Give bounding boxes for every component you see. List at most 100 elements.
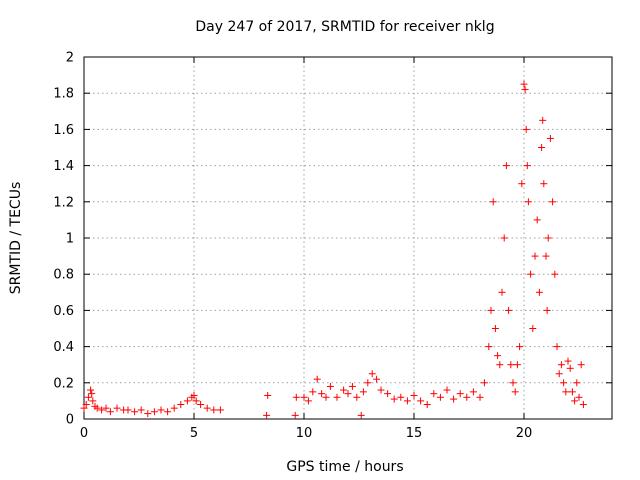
data-point: [560, 379, 568, 387]
data-point: [344, 390, 352, 398]
data-point: [566, 364, 574, 372]
data-point: [511, 388, 519, 396]
data-point: [523, 162, 531, 170]
data-point: [575, 393, 583, 401]
data-point: [102, 404, 110, 412]
data-point: [436, 393, 444, 401]
data-point: [291, 411, 299, 419]
data-point: [264, 391, 272, 399]
x-axis-ticks: 0 5 10 15 20: [80, 57, 532, 441]
data-point: [571, 397, 579, 405]
data-point: [489, 198, 497, 206]
y-tick-label: 0: [66, 413, 74, 428]
data-point: [423, 401, 431, 409]
data-point: [542, 252, 550, 260]
y-tick-label: 1: [66, 232, 74, 247]
data-point: [485, 343, 493, 351]
data-point: [529, 325, 537, 332]
plot-frame: [83, 56, 613, 420]
data-point: [505, 306, 513, 314]
data-point: [348, 382, 356, 390]
data-point: [450, 395, 458, 403]
data-point: [150, 408, 158, 416]
data-point: [144, 410, 152, 418]
data-point: [551, 270, 559, 278]
data-points: [80, 80, 587, 419]
data-point: [192, 397, 200, 405]
data-point: [216, 406, 224, 414]
data-point: [522, 125, 530, 133]
y-tick-label: 1.6: [53, 123, 74, 138]
data-point: [377, 386, 385, 394]
data-point: [521, 86, 529, 94]
data-point: [520, 80, 528, 88]
data-point: [487, 306, 495, 314]
data-point: [553, 343, 561, 351]
data-point: [543, 306, 551, 314]
data-point: [502, 162, 510, 170]
data-point: [397, 393, 405, 401]
data-point: [113, 404, 121, 412]
data-point: [555, 370, 563, 378]
x-tick-label: 5: [190, 426, 198, 441]
chart-title: Day 247 of 2017, SRMTID for receiver nkl…: [195, 19, 494, 35]
data-point: [498, 288, 506, 296]
y-axis-label: SRMTID / TECUs: [8, 182, 24, 295]
data-point: [540, 180, 548, 188]
data-point: [568, 388, 576, 396]
data-point: [509, 379, 517, 387]
data-point: [292, 393, 300, 401]
data-point: [98, 406, 106, 414]
data-point: [333, 393, 341, 401]
data-point: [368, 370, 376, 378]
data-point: [203, 404, 211, 412]
data-point: [463, 393, 471, 401]
data-point: [359, 388, 367, 396]
data-point: [390, 395, 398, 403]
y-tick-label: 2: [66, 51, 74, 66]
data-point: [364, 379, 372, 387]
data-point: [326, 382, 334, 390]
x-axis-label: GPS time / hours: [286, 459, 403, 475]
data-point: [304, 397, 312, 405]
data-point: [157, 406, 165, 414]
data-point: [513, 361, 521, 369]
data-point: [410, 391, 418, 399]
data-point: [494, 352, 502, 360]
data-point: [313, 375, 321, 383]
data-point: [84, 393, 92, 401]
data-point: [322, 393, 330, 401]
y-tick-label: 1.4: [53, 159, 74, 174]
x-tick-label: 15: [406, 426, 423, 441]
x-tick-label: 0: [80, 426, 88, 441]
data-point: [124, 406, 132, 414]
y-tick-label: 1.2: [53, 195, 74, 210]
data-point: [373, 375, 381, 383]
data-point: [573, 379, 581, 387]
data-point: [469, 388, 477, 396]
data-point: [88, 390, 96, 398]
data-point: [535, 288, 543, 296]
data-point: [384, 390, 392, 398]
data-point: [507, 361, 515, 369]
data-point: [562, 388, 570, 396]
data-point: [480, 379, 488, 387]
data-point: [518, 180, 526, 188]
data-point: [456, 390, 464, 398]
data-point: [263, 411, 271, 419]
data-point: [177, 401, 185, 409]
data-point: [579, 401, 587, 409]
data-point: [80, 404, 88, 412]
data-point: [527, 270, 535, 278]
data-point: [500, 234, 508, 242]
data-point: [106, 408, 114, 416]
data-point: [309, 388, 317, 396]
y-axis-ticks: 0 0.2 0.4 0.6 0.8 1 1.2 1.4 1.6 1.8 2: [53, 51, 612, 428]
data-point: [190, 391, 198, 399]
data-point: [531, 252, 539, 260]
data-point: [538, 144, 546, 151]
data-point: [357, 411, 365, 419]
data-point: [496, 361, 504, 369]
data-point: [164, 408, 172, 416]
data-point: [353, 393, 361, 401]
